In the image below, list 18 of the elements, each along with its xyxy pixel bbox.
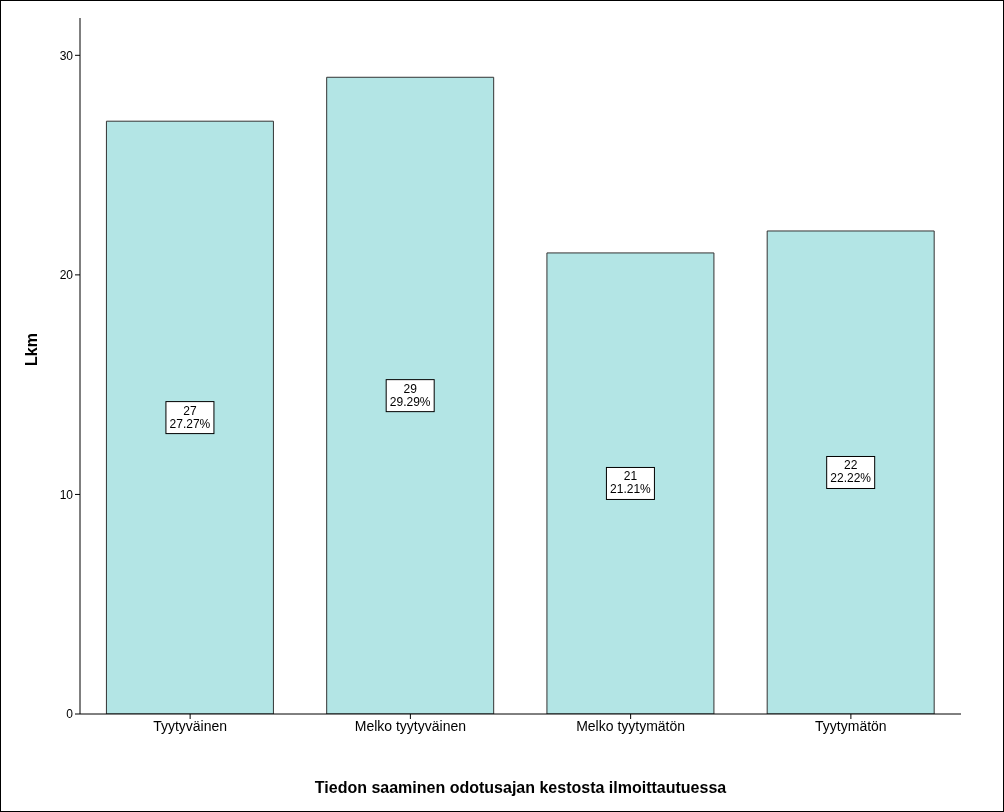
x-tick-label: Melko tyytyväinen bbox=[354, 717, 467, 734]
y-axis-title: Lkm bbox=[22, 333, 40, 366]
data-label: 29 29.29% bbox=[389, 381, 431, 409]
data-label: 22 22.22% bbox=[830, 458, 872, 486]
data-label: 27 27.27% bbox=[169, 403, 211, 431]
x-tick-label: Melko tyytymätön bbox=[576, 717, 686, 734]
bar bbox=[766, 230, 935, 714]
bar bbox=[546, 252, 715, 714]
x-tick-label: Tyytyväinen bbox=[153, 717, 228, 734]
y-tick-label: 10 bbox=[59, 487, 74, 502]
bar bbox=[326, 76, 495, 714]
bar bbox=[105, 120, 274, 714]
data-label: 21 21.21% bbox=[610, 469, 652, 497]
y-tick-label: 0 bbox=[66, 707, 74, 722]
x-axis-title: Tiedon saaminen odotusajan kestosta ilmoittautuessa bbox=[314, 779, 727, 796]
y-tick-label: 30 bbox=[59, 48, 74, 63]
x-tick-label: Tyytymätön bbox=[815, 717, 887, 734]
y-tick-label: 20 bbox=[59, 268, 74, 283]
